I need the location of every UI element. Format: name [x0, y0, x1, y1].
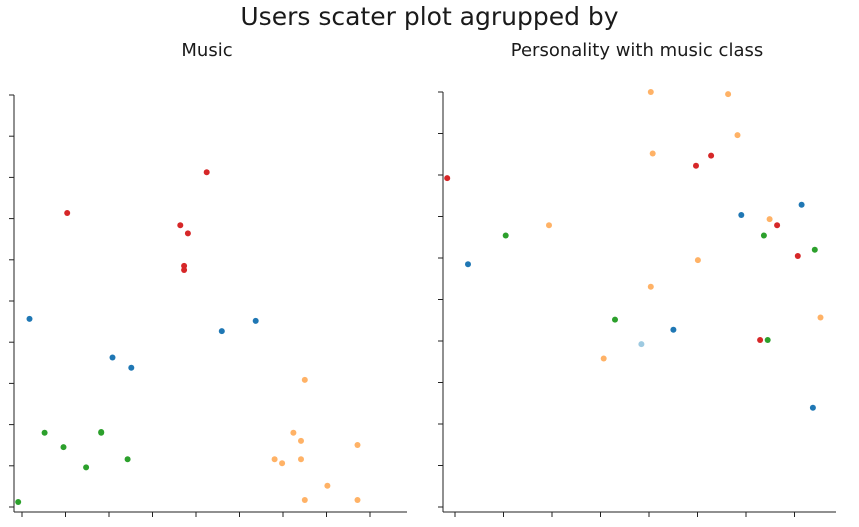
- scatter-point-orange: [766, 216, 773, 223]
- scatter-point-orange: [298, 437, 304, 444]
- scatter-point-red: [177, 222, 184, 229]
- scatter-point-orange: [301, 497, 308, 503]
- scatter-point-orange: [290, 429, 297, 436]
- scatter-point-red: [774, 222, 781, 229]
- scatter-point-green: [124, 456, 131, 463]
- scatter-point-green: [811, 246, 818, 253]
- scatter-point-orange: [279, 460, 286, 467]
- scatter-point-blue: [26, 315, 33, 322]
- scatter-point-red: [181, 267, 188, 273]
- scatter-point-orange: [649, 150, 656, 157]
- scatter-point-green: [83, 464, 90, 471]
- scatter-point-blue: [809, 404, 816, 411]
- scatter-point-red: [444, 175, 451, 182]
- scatter-point-red: [757, 337, 764, 343]
- scatter-point-orange: [546, 222, 552, 229]
- scatter-point-green: [760, 232, 767, 239]
- scatter-point-green: [502, 232, 509, 239]
- scatter-point-red: [184, 230, 191, 237]
- scatter-point-red: [181, 262, 188, 269]
- scatter-point-green: [41, 429, 48, 436]
- scatter-point-red: [693, 162, 699, 169]
- scatter-point-orange: [694, 257, 701, 264]
- music-plot-title: Music: [181, 40, 233, 61]
- scatter-point-red: [203, 169, 210, 176]
- scatter-point-blue: [465, 261, 471, 268]
- scatter-point-orange: [647, 283, 654, 290]
- scatter-point-blue: [128, 364, 135, 371]
- scatter-point-lightblue: [638, 341, 645, 348]
- scatter-point-orange: [817, 314, 824, 321]
- scatter-point-orange: [647, 89, 654, 95]
- figure-title: Users scater plot agrupped by: [240, 2, 619, 31]
- scatter-point-green: [15, 499, 22, 505]
- scatter-point-orange: [298, 456, 304, 463]
- scatter-point-orange: [725, 91, 732, 98]
- scatter-point-blue: [218, 328, 225, 335]
- scatter-point-orange: [301, 376, 308, 383]
- scatter-point-orange: [324, 482, 331, 489]
- scatter-point-red: [794, 253, 801, 259]
- scatter-point-green: [764, 337, 771, 343]
- scatter-point-blue: [670, 326, 677, 333]
- scatter-point-orange: [734, 132, 741, 139]
- scatter-point-blue: [798, 201, 805, 208]
- scatter-point-orange: [600, 355, 607, 362]
- scatter-point-orange: [354, 442, 361, 448]
- music-scatter-plot: [9, 94, 407, 517]
- scatter-point-green: [98, 429, 105, 435]
- scatter-point-blue: [738, 212, 745, 218]
- personality-plot-title: Personality with music class: [510, 40, 764, 61]
- scatter-point-blue: [109, 354, 116, 361]
- scatter-point-green: [60, 444, 67, 451]
- scatter-point-orange: [271, 456, 278, 463]
- scatter-point-red: [708, 152, 715, 159]
- scatter-point-orange: [354, 497, 361, 503]
- scatter-point-blue: [252, 317, 259, 324]
- scatter-point-green: [612, 316, 618, 323]
- personality-scatter-plot: [438, 89, 836, 517]
- scatter-point-red: [64, 210, 71, 216]
